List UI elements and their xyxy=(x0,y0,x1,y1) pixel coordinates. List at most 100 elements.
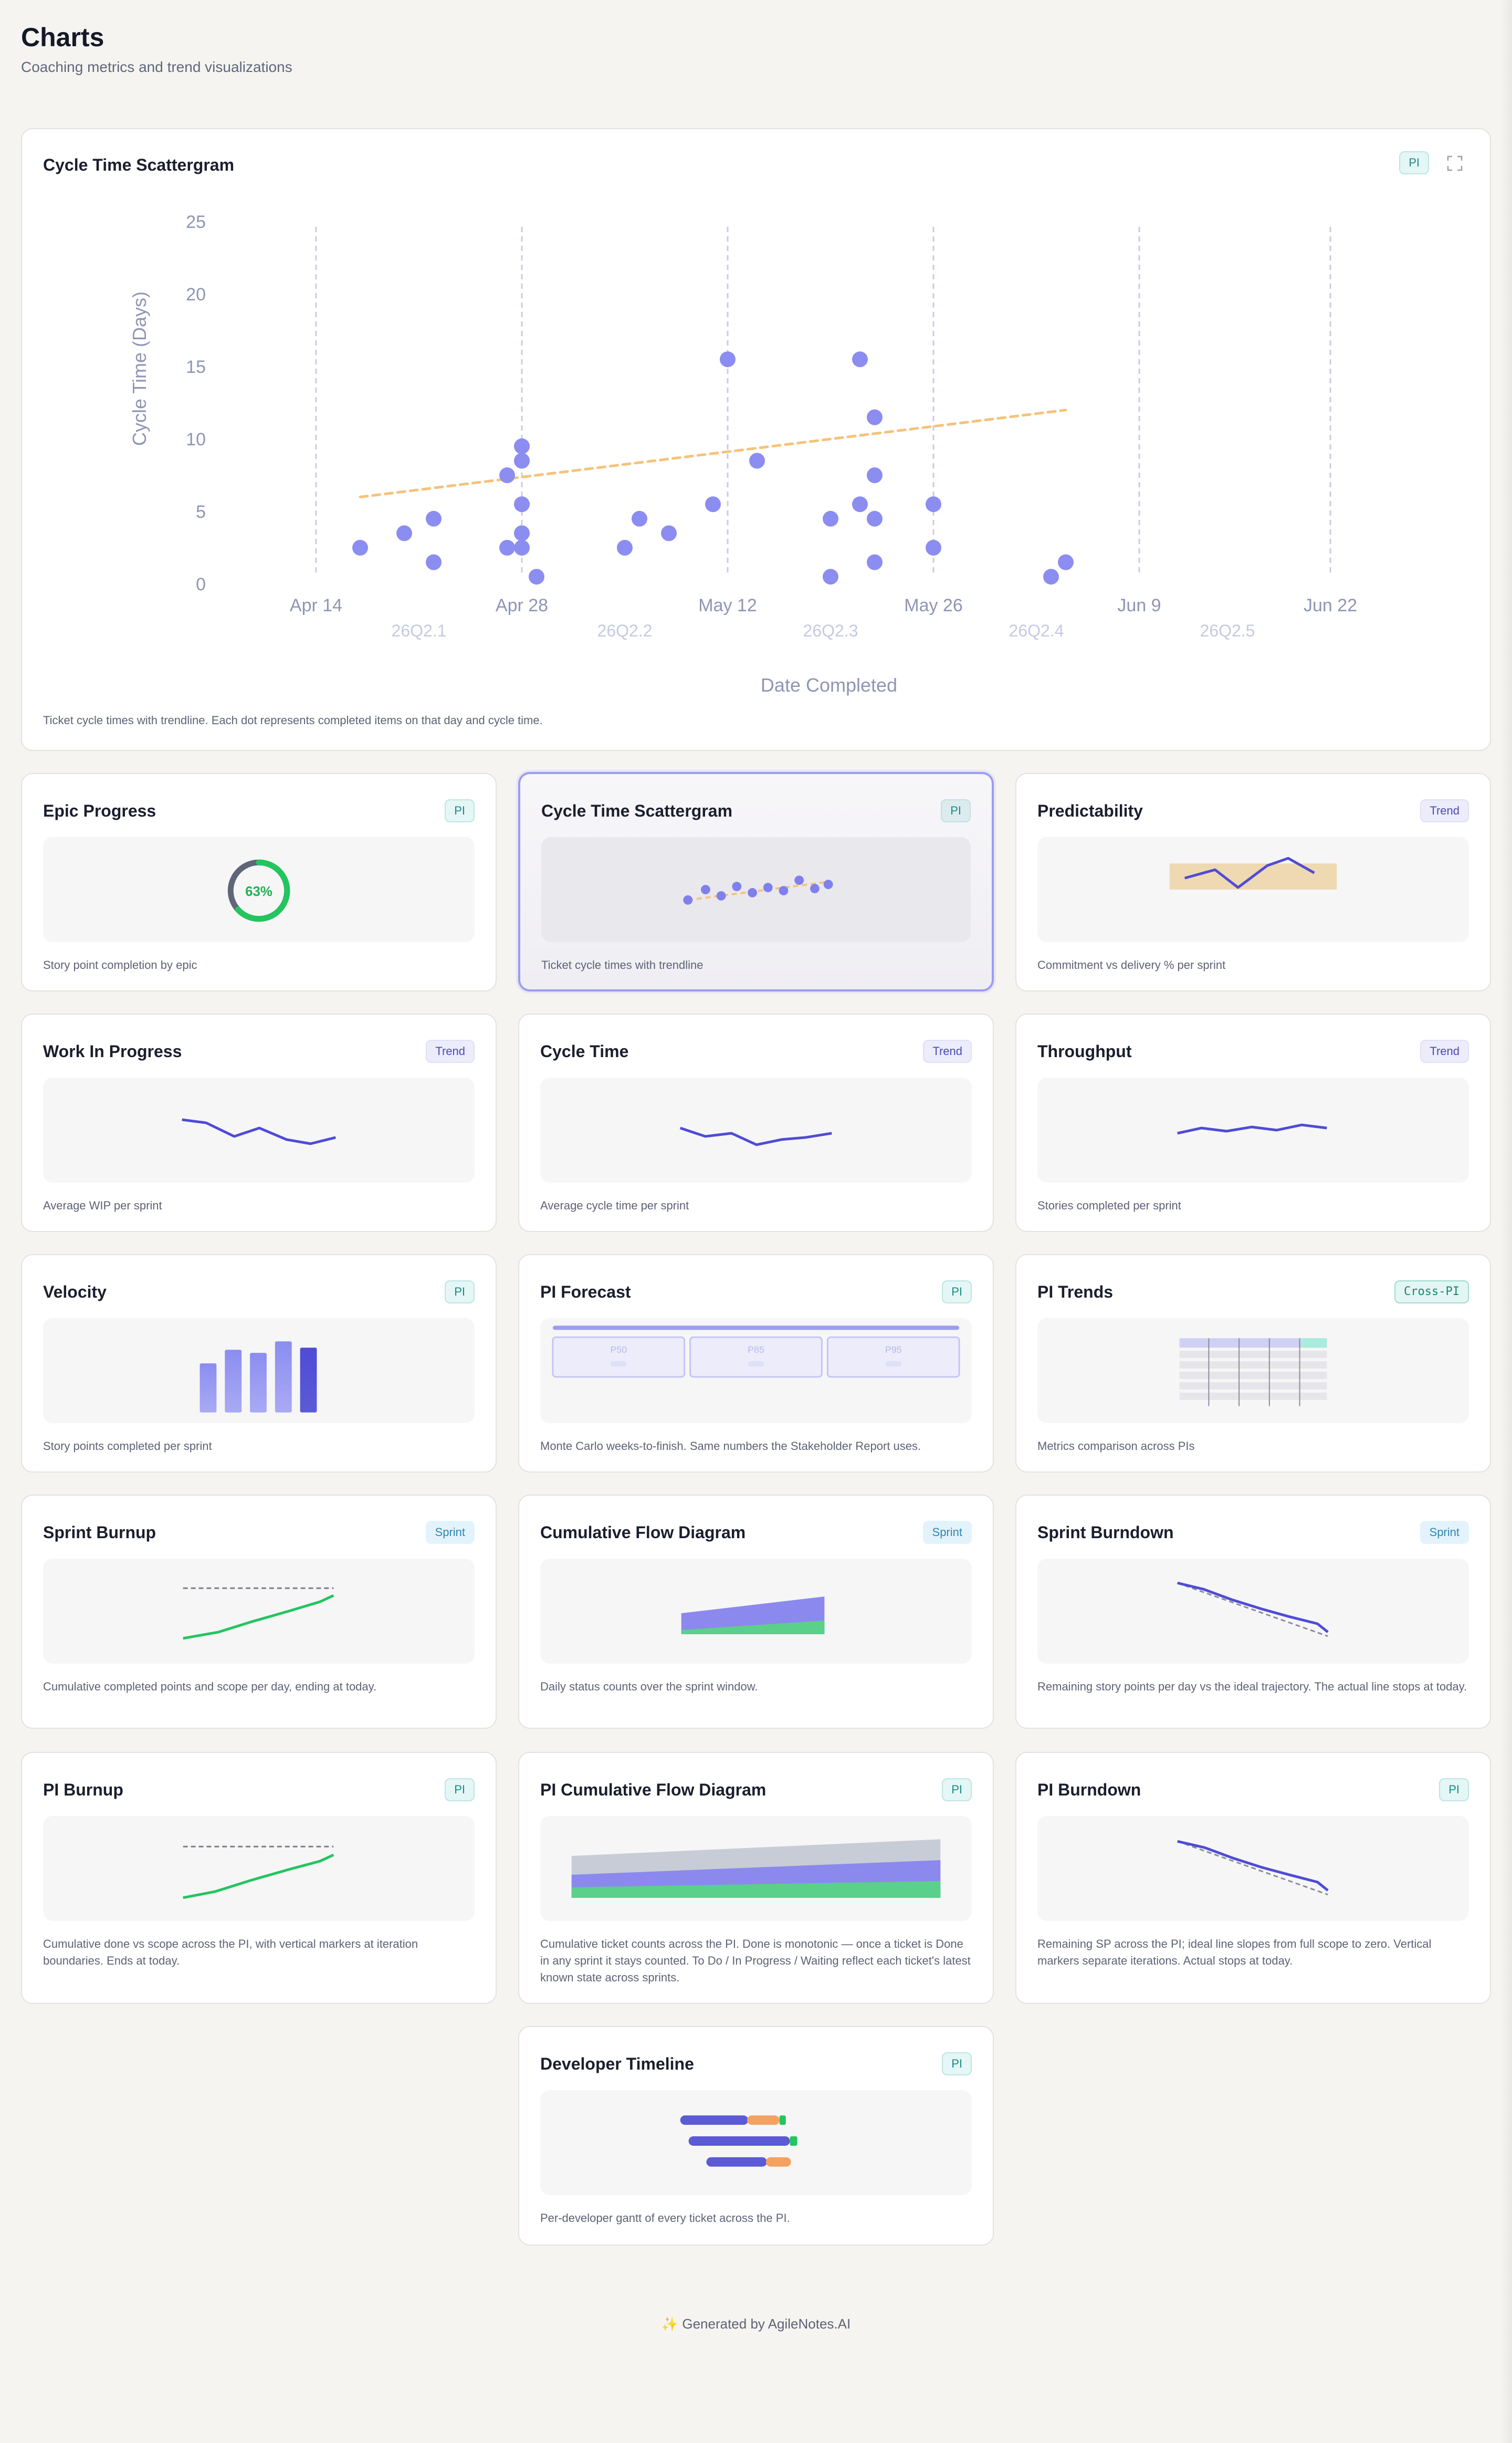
predictability-thumbnail xyxy=(1037,837,1469,942)
cumulative-flow-diagram-thumbnail xyxy=(540,1559,972,1664)
page-title: Charts xyxy=(21,23,104,52)
card-badge: Sprint xyxy=(1420,1521,1469,1544)
velocity-thumbnail xyxy=(43,1318,475,1423)
pi-burnup-card[interactable]: PI Burnup PI Cumulative done vs scope ac… xyxy=(21,1752,497,2004)
data-point xyxy=(632,510,647,527)
cycle-time-thumbnail xyxy=(540,1078,972,1183)
card-description: Average cycle time per sprint xyxy=(540,1199,689,1212)
main-chart-title: Cycle Time Scattergram xyxy=(43,155,235,174)
data-point xyxy=(426,510,442,527)
card-badge: PI xyxy=(941,799,971,822)
data-point xyxy=(426,554,442,570)
card-title: Epic Progress xyxy=(43,801,156,820)
predictability-card[interactable]: Predictability Trend Commitment vs deliv… xyxy=(1015,773,1491,991)
x-tick-label: Jun 22 xyxy=(1304,596,1357,615)
expand-icon[interactable] xyxy=(1447,155,1463,171)
data-point xyxy=(749,453,765,469)
card-badge: PI xyxy=(445,1778,475,1801)
card-title: PI Burndown xyxy=(1037,1780,1141,1799)
card-description: Average WIP per sprint xyxy=(43,1199,162,1212)
card-description: Cumulative completed points and scope pe… xyxy=(43,1680,377,1693)
pi-trends-thumbnail xyxy=(1037,1318,1469,1423)
card-description: Ticket cycle times with trendline xyxy=(541,958,704,972)
card-title: Cycle Time xyxy=(540,1042,629,1061)
card-description: Cumulative done vs scope across the PI, … xyxy=(43,1937,418,1967)
data-point xyxy=(514,496,530,513)
data-point xyxy=(867,409,883,425)
data-point xyxy=(852,496,868,513)
velocity-card[interactable]: Velocity PI Story points completed xyxy=(21,1254,497,1473)
card-badge: PI xyxy=(1439,1778,1469,1801)
y-tick-label: 15 xyxy=(186,357,206,377)
data-point xyxy=(852,351,868,368)
work-in-progress-card[interactable]: Work In Progress Trend Average WIP per s… xyxy=(21,1014,497,1232)
cycle-time-card[interactable]: Cycle Time Trend Average cycle time per … xyxy=(518,1014,994,1232)
pi-trends-card[interactable]: PI Trends Cross-PI xyxy=(1015,1254,1491,1473)
card-description: Metrics comparison across PIs xyxy=(1037,1439,1195,1453)
pi-burndown-thumbnail xyxy=(1037,1816,1469,1921)
card-title: PI Trends xyxy=(1037,1282,1114,1301)
y-tick-label: 10 xyxy=(186,430,206,450)
forecast-p50-label: P50 xyxy=(610,1344,627,1355)
card-badge: Cross-PI xyxy=(1394,1280,1469,1303)
card-description: Remaining story points per day vs the id… xyxy=(1037,1680,1467,1693)
sparkle-icon: ✨ xyxy=(661,2316,679,2332)
sprint-burndown-card[interactable]: Sprint Burndown Sprint Remaining story p… xyxy=(1015,1495,1491,1729)
x-tick-label: Apr 14 xyxy=(290,596,342,615)
card-title: Cycle Time Scattergram xyxy=(541,801,733,820)
x-tick-label: May 26 xyxy=(904,596,963,615)
card-badge: Sprint xyxy=(425,1521,475,1544)
trendline xyxy=(359,409,1067,498)
data-point xyxy=(1043,569,1059,585)
y-tick-label: 20 xyxy=(186,285,206,305)
card-title: Predictability xyxy=(1037,801,1143,820)
sprint-burnup-card[interactable]: Sprint Burnup Sprint Cumulative complete… xyxy=(21,1495,497,1729)
sprint-burnup-thumbnail xyxy=(43,1559,475,1664)
forecast-p85-label: P85 xyxy=(748,1344,764,1355)
data-point xyxy=(720,351,736,368)
pi-forecast-card[interactable]: PI Forecast PI P50 P85 P95 Monte Carlo w… xyxy=(518,1254,994,1473)
epic-progress-card[interactable]: Epic Progress PI 63% Story point complet… xyxy=(21,773,497,991)
card-badge: Trend xyxy=(1420,799,1469,822)
card-title: Sprint Burnup xyxy=(43,1523,156,1542)
data-point xyxy=(705,496,721,513)
card-description: Cumulative ticket counts across the PI. … xyxy=(540,1937,971,1984)
y-tick-label: 0 xyxy=(196,575,206,594)
cumulative-flow-diagram-card[interactable]: Cumulative Flow Diagram Sprint Daily sta… xyxy=(518,1495,994,1729)
x-tick-label: May 12 xyxy=(698,596,757,615)
x-axis-label: Date Completed xyxy=(761,674,897,696)
card-badge: Trend xyxy=(923,1040,972,1063)
card-title: Cumulative Flow Diagram xyxy=(540,1523,746,1542)
data-point xyxy=(514,438,530,454)
cycle-time-scattergram-card[interactable]: Cycle Time Scattergram PI Ticket cycle t… xyxy=(518,772,994,991)
data-point xyxy=(926,540,941,556)
data-point xyxy=(396,525,412,541)
y-tick-label: 5 xyxy=(196,502,206,522)
card-title: PI Forecast xyxy=(540,1282,631,1301)
iteration-label: 26Q2.1 xyxy=(392,621,447,640)
data-point xyxy=(867,467,883,483)
card-description: Story points completed per sprint xyxy=(43,1439,212,1453)
sprint-burndown-thumbnail xyxy=(1037,1559,1469,1664)
card-description: Commitment vs delivery % per sprint xyxy=(1037,958,1226,972)
data-point xyxy=(823,569,838,585)
y-axis-label: Cycle Time (Days) xyxy=(129,291,150,446)
data-point xyxy=(867,554,883,570)
card-badge: PI xyxy=(942,2052,972,2075)
pi-burndown-card[interactable]: PI Burndown PI Remaining SP across the P… xyxy=(1015,1752,1491,2004)
data-point xyxy=(352,540,368,556)
forecast-p95-label: P95 xyxy=(885,1344,902,1355)
data-point xyxy=(499,540,515,556)
card-badge: PI xyxy=(942,1280,972,1303)
developer-timeline-card[interactable]: Developer Timeline PI Per-developer gant… xyxy=(518,2026,994,2246)
work-in-progress-thumbnail xyxy=(43,1078,475,1183)
x-tick-label: Apr 28 xyxy=(496,596,548,615)
developer-timeline-thumbnail xyxy=(540,2090,972,2195)
card-title: Throughput xyxy=(1037,1042,1132,1061)
gauge-percentage: 63% xyxy=(245,884,272,899)
data-point xyxy=(529,569,544,585)
throughput-card[interactable]: Throughput Trend Stories completed per s… xyxy=(1015,1014,1491,1232)
pi-cumulative-flow-diagram-card[interactable]: PI Cumulative Flow Diagram PI Cumulative… xyxy=(518,1752,994,2004)
card-description: Monte Carlo weeks-to-finish. Same number… xyxy=(540,1439,921,1453)
